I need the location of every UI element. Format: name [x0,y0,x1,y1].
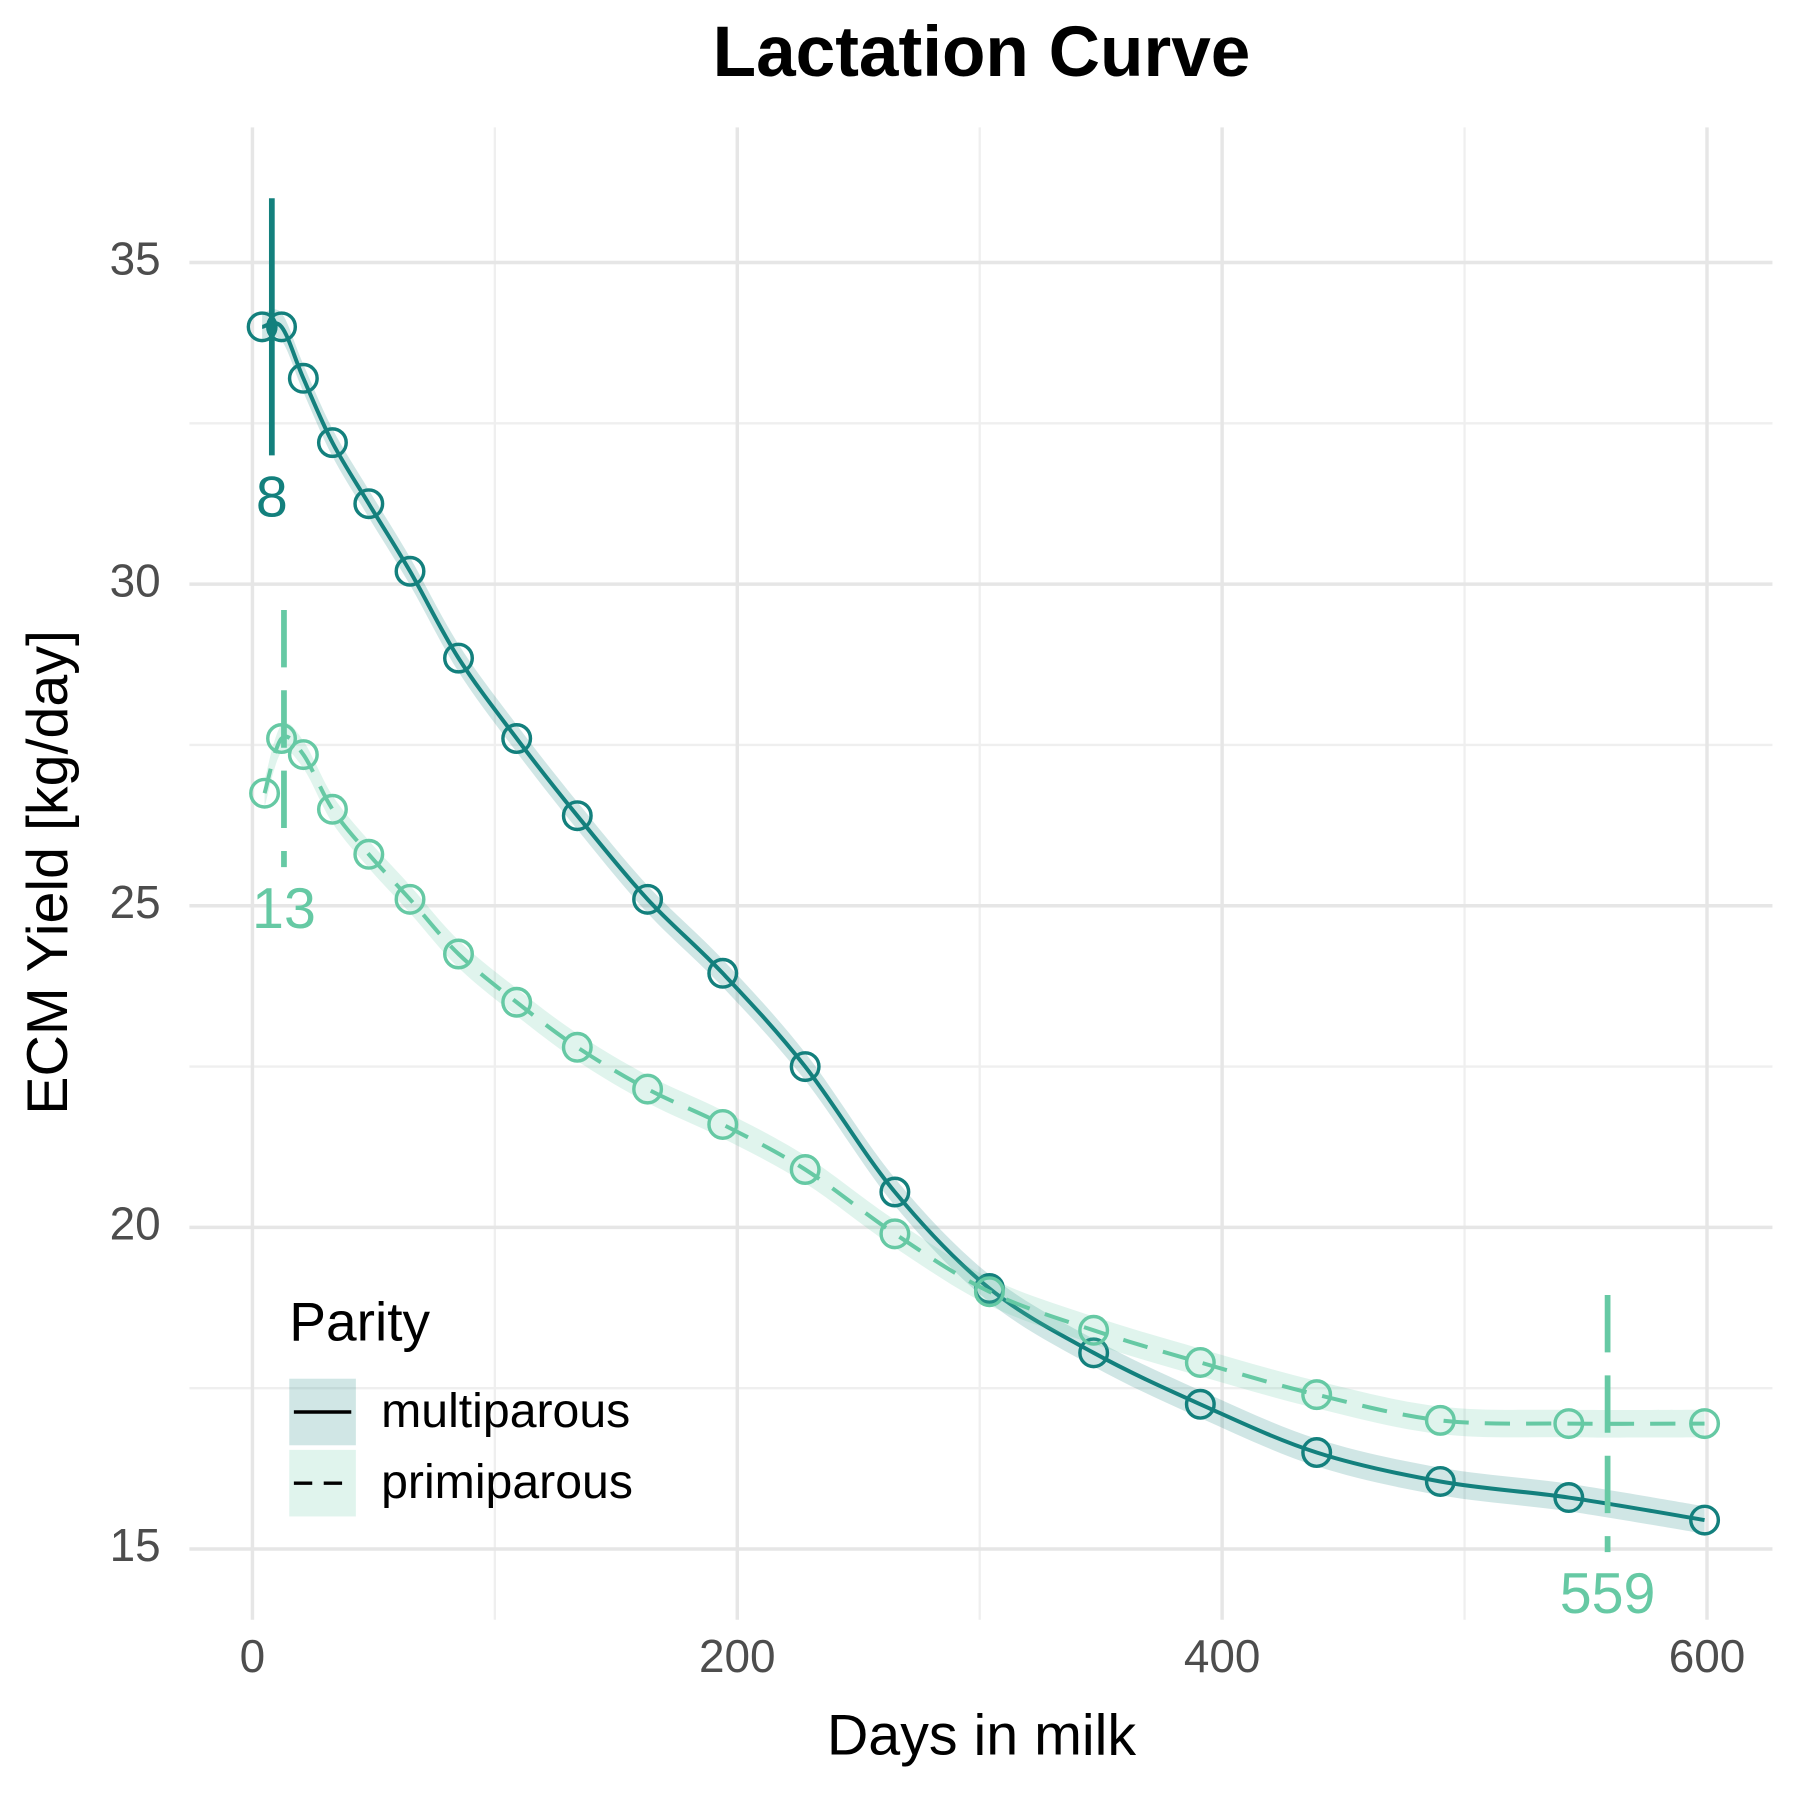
legend-label: primiparous [381,1455,633,1509]
point [246,311,278,343]
series-line [261,321,1705,1523]
point [879,1218,911,1250]
point [561,800,593,832]
point [1689,1504,1721,1536]
y-axis-title: ECM Yield [kg/day] [16,630,80,1115]
y-tick-label: 15 [110,1519,161,1571]
point [501,723,533,755]
series-line [262,734,1705,1426]
point [266,311,298,343]
point [707,957,739,989]
point [287,362,319,394]
point [1553,1482,1585,1514]
y-tick-label: 20 [110,1198,161,1250]
point [1301,1379,1333,1411]
point [353,838,385,870]
point [1424,1465,1456,1497]
point [1553,1408,1585,1440]
point [394,555,426,587]
y-tick-label: 25 [110,876,161,928]
point [501,986,533,1018]
x-tick-label: 200 [699,1630,776,1682]
point [287,739,319,771]
point [789,1051,821,1083]
point [632,883,664,915]
point [443,642,475,674]
point [249,777,281,809]
point [1184,1388,1216,1420]
point [1689,1408,1721,1440]
x-axis-title: Days in milk [827,1703,1137,1767]
point [316,427,348,459]
point [973,1276,1005,1308]
point [1301,1437,1333,1469]
peak-label: 559 [1560,1562,1656,1626]
point [561,1031,593,1063]
point [789,1153,821,1185]
point [1078,1337,1110,1369]
legend-title: Parity [289,1290,430,1352]
point [879,1176,911,1208]
legend-label: multiparous [381,1384,630,1438]
point [707,1108,739,1140]
point [394,883,426,915]
point [443,938,475,970]
y-tick-label: 35 [110,233,161,285]
point [1424,1404,1456,1436]
point [316,793,348,825]
x-tick-label: 400 [1184,1630,1261,1682]
confidence-band [264,722,1705,1438]
point [1184,1346,1216,1378]
peak-label: 13 [252,877,316,941]
x-tick-label: 600 [1669,1630,1746,1682]
y-tick-label: 30 [110,554,161,606]
point [1078,1314,1110,1346]
peak-label: 8 [256,465,288,529]
chart-title: Lactation Curve [713,13,1251,92]
x-tick-label: 0 [240,1630,266,1682]
point [632,1073,664,1105]
point [353,488,385,520]
